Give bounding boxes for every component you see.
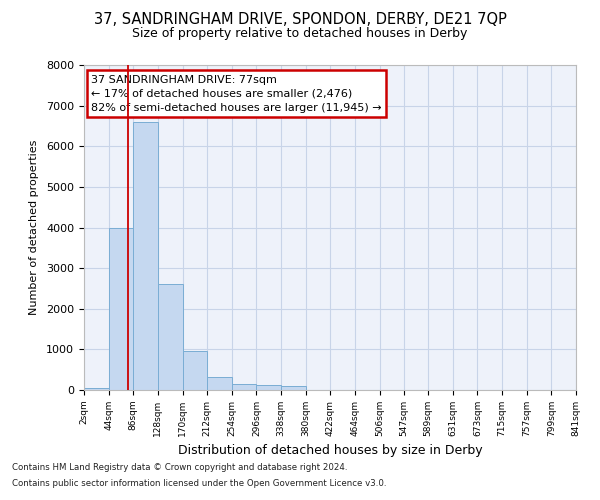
Bar — [133, 122, 158, 390]
Y-axis label: Number of detached properties: Number of detached properties — [29, 140, 39, 315]
Text: Size of property relative to detached houses in Derby: Size of property relative to detached ho… — [133, 28, 467, 40]
Bar — [182, 352, 207, 390]
Bar — [84, 388, 109, 390]
Text: 37 SANDRINGHAM DRIVE: 77sqm
← 17% of detached houses are smaller (2,476)
82% of : 37 SANDRINGHAM DRIVE: 77sqm ← 17% of det… — [91, 74, 382, 113]
Text: 37, SANDRINGHAM DRIVE, SPONDON, DERBY, DE21 7QP: 37, SANDRINGHAM DRIVE, SPONDON, DERBY, D… — [94, 12, 506, 28]
Text: Contains HM Land Registry data © Crown copyright and database right 2024.: Contains HM Land Registry data © Crown c… — [12, 464, 347, 472]
Bar — [158, 284, 182, 390]
Bar — [281, 386, 305, 390]
X-axis label: Distribution of detached houses by size in Derby: Distribution of detached houses by size … — [178, 444, 482, 458]
Text: Contains public sector information licensed under the Open Government Licence v3: Contains public sector information licen… — [12, 478, 386, 488]
Bar — [256, 384, 281, 390]
Bar — [232, 384, 256, 390]
Bar — [109, 228, 133, 390]
Bar — [207, 376, 232, 390]
